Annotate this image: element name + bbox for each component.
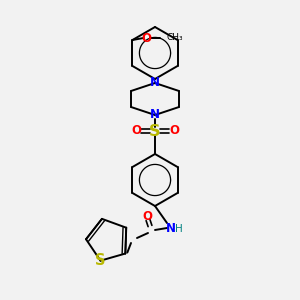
Text: O: O [131,124,141,137]
Text: CH₃: CH₃ [167,34,183,43]
Text: N: N [150,109,160,122]
Text: O: O [142,32,152,44]
Text: H: H [175,224,183,234]
Text: N: N [166,221,176,235]
Text: O: O [169,124,179,137]
Text: N: N [150,76,160,89]
Text: S: S [149,124,161,139]
Text: S: S [95,253,106,268]
Text: O: O [142,209,152,223]
